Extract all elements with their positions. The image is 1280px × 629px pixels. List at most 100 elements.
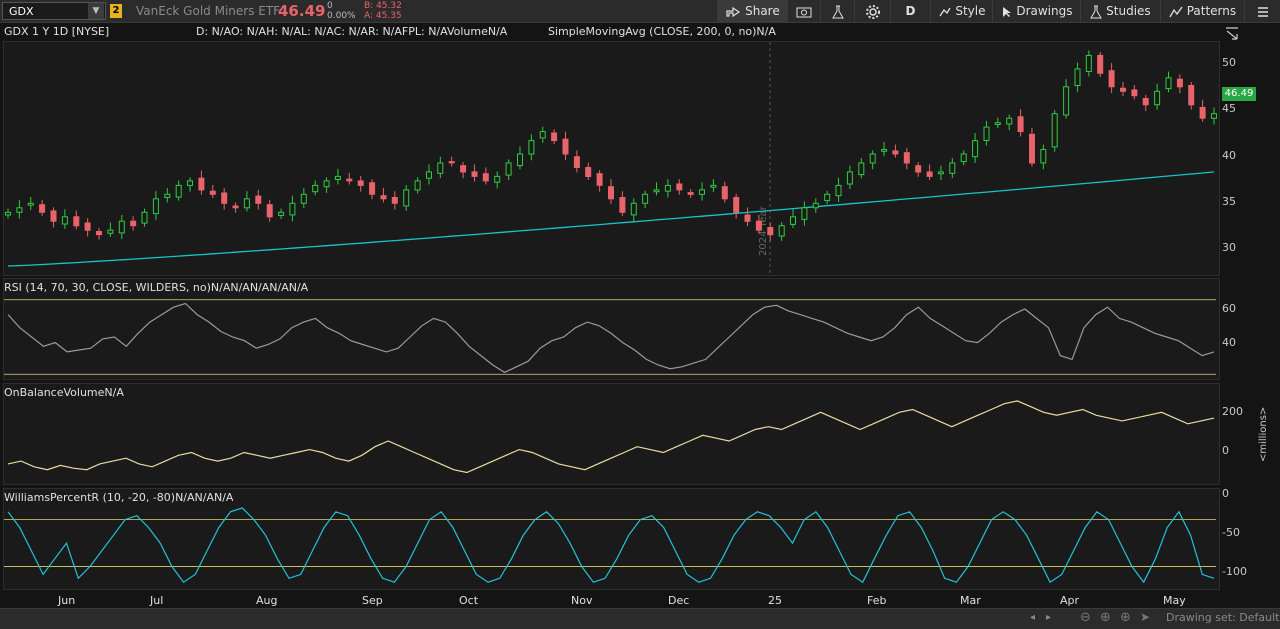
candle-up [61,216,68,225]
candle-up [664,184,671,192]
crosshair-icon[interactable]: ⊕ [1120,610,1131,625]
candle-up [5,211,11,216]
candle-down [892,150,899,155]
style-label: Style [955,4,986,18]
candle-up [278,211,285,216]
share-button[interactable]: Share [717,0,787,22]
candle-down [96,231,102,236]
price-tick: 45 [1222,102,1236,115]
candle-up [1063,86,1070,116]
candle-down [232,205,239,209]
link-group-badge[interactable]: 2 [110,4,122,18]
candle-up [846,171,853,185]
settings-button[interactable] [854,0,890,22]
candle-up [300,193,307,204]
candle-up [528,140,535,155]
candle-up [312,184,319,193]
symbol-input[interactable]: GDX [2,2,106,20]
candle-up [937,171,944,175]
month-label: May [1163,594,1186,607]
obv-panel[interactable] [3,383,1220,485]
candle-down [471,171,478,177]
month-label: Feb [867,594,887,607]
williams-r-line [7,507,1215,584]
candle-down [551,132,558,142]
style-icon [938,7,951,16]
patterns-button[interactable]: Patterns [1160,0,1244,22]
candle-up [1165,77,1172,90]
candle-up [243,198,250,209]
zoom-out-icon[interactable]: ⊖ [1080,610,1091,625]
candle-up [778,225,785,237]
candle-up [1154,90,1161,106]
status-bar [0,608,1280,629]
month-label: Apr [1060,594,1080,607]
candle-up [426,171,432,179]
candle-down [482,173,489,182]
candle-up [27,202,34,206]
month-label: Oct [459,594,479,607]
candle-down [903,152,910,164]
drawings-button[interactable]: Drawings [992,0,1080,22]
bid-ask: B: 45.32 A: 45.35 [364,1,402,21]
share-icon [726,6,741,17]
change-value: 0 [327,1,333,11]
collapse-icon[interactable] [1224,25,1240,44]
flask-button[interactable] [820,0,854,22]
scroll-left-icon[interactable]: ◂ [1030,612,1036,623]
candle-up [175,184,182,198]
candle-down [209,190,216,195]
candle-up [869,153,876,164]
candle-up [437,162,444,174]
period-button[interactable]: D [890,0,930,22]
candle-up [141,211,148,224]
candle-down [744,214,751,222]
candle-down [460,165,467,173]
candle-down [1142,98,1149,106]
candle-down [619,197,626,213]
candle-up [505,162,512,176]
candle-down [562,138,569,155]
wpr-tick: 0 [1222,487,1229,500]
candle-up [1051,113,1058,148]
symbol-dropdown-icon[interactable]: ▼ [88,3,104,19]
williams-panel[interactable] [3,488,1220,590]
snapshot-button[interactable] [787,0,820,22]
rsi-line [7,302,1215,374]
candle-down [130,220,137,227]
candle-down [448,161,455,164]
scroll-right-icon[interactable]: ▸ [1046,612,1052,623]
candle-down [676,183,683,191]
candle-up [960,153,967,163]
candle-down [721,186,728,200]
menu-button[interactable] [1244,0,1280,22]
candle-down [596,173,603,186]
candle-down [1108,70,1115,88]
candle-up [1211,113,1217,119]
cursor-icon [1002,6,1011,17]
obv-title: OnBalanceVolumeN/A [4,386,124,399]
month-label: Dec [668,594,690,607]
pattern-icon [1169,6,1183,17]
studies-button[interactable]: Studies [1080,0,1160,22]
candle-down [608,186,614,200]
ohlc-info: D: N/AO: N/AH: N/AL: N/AC: N/AR: N/AFPL:… [196,25,508,38]
obv-unit-label: <millions> [1258,406,1269,462]
change-percent: 0.00% [327,11,356,21]
candle-up [414,180,421,191]
candle-up [994,122,1001,125]
candle-up [949,162,956,174]
price-panel[interactable] [3,41,1220,276]
style-button[interactable]: Style [930,0,992,22]
rsi-panel[interactable] [3,278,1220,380]
last-price: 46.49 [278,2,326,20]
candle-up [790,216,796,225]
candle-up [699,189,705,195]
current-price-tag: 46.49 [1222,87,1256,101]
candle-up [653,189,660,193]
chart-title: GDX 1 Y 1D [NYSE] [4,25,110,38]
zoom-in-icon[interactable]: ⊕ [1100,610,1111,625]
candle-up [824,193,831,202]
pointer-icon[interactable]: ➤ [1140,610,1151,624]
